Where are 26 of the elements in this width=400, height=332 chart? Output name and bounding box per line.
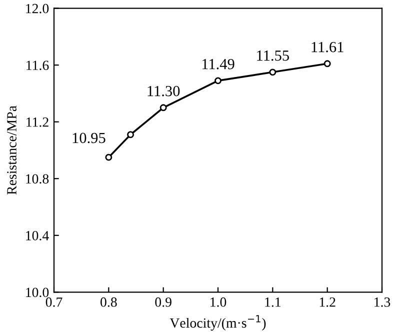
x-tick-label: 0.8	[100, 297, 117, 307]
x-tick-label: 1.3	[374, 297, 390, 307]
point	[160, 104, 167, 112]
y-tick-label: 10.0	[26, 288, 49, 298]
data-label: 11.61	[312, 42, 344, 52]
point	[214, 77, 222, 84]
y-tick-label: 10.8	[26, 174, 49, 184]
data-label: 10.95	[72, 132, 106, 144]
y-tick-label: 11.2	[26, 117, 48, 127]
y-axis-title: Resistance/MPa	[7, 106, 16, 195]
x-axis-title: Velocity/(m·s$^{−1}$)	[170, 315, 266, 331]
y-tick-label: 12.0	[26, 4, 49, 14]
data-label: 11.49	[202, 58, 234, 70]
data-label: 11.55	[257, 50, 289, 61]
point	[324, 60, 331, 68]
x-tick-label: 0.7	[46, 297, 62, 307]
point	[269, 68, 276, 76]
point	[127, 131, 134, 138]
x-tick-label: 1.2	[320, 297, 336, 307]
x-tick-label: 0.9	[155, 297, 172, 307]
y-tick-label: 11.6	[26, 60, 49, 70]
point	[105, 154, 112, 161]
x-tick-label: 1.0	[210, 297, 226, 307]
x-tick-label: 1.1	[265, 297, 281, 307]
y-tick-label: 10.4	[26, 230, 49, 240]
data-label: 11.30	[148, 86, 180, 96]
